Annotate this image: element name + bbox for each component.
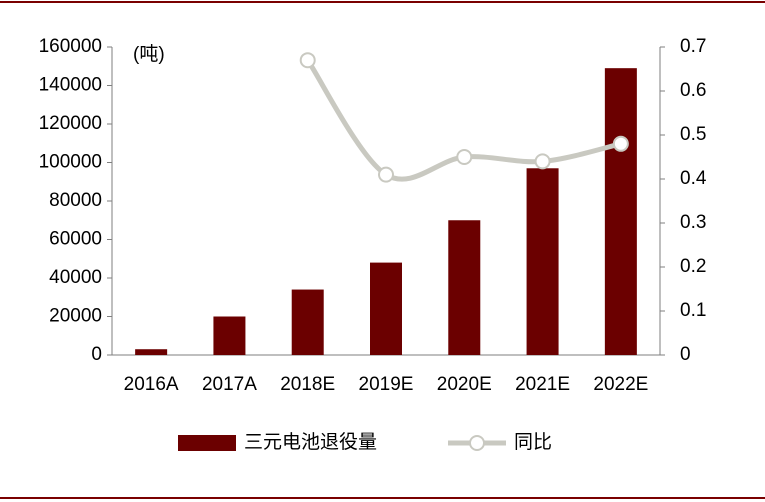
bar — [370, 262, 402, 355]
unit-label: (吨) — [133, 43, 165, 65]
x-tick-label: 2017A — [202, 374, 257, 395]
bar — [604, 68, 637, 356]
y2-tick-label: 0.4 — [680, 168, 707, 189]
line-marker — [534, 153, 551, 170]
y-tick-label: 0 — [91, 344, 102, 365]
y-tick-label: 120000 — [39, 113, 102, 134]
y2-tick-label: 0.3 — [680, 212, 706, 233]
y-tick-label: 160000 — [39, 36, 102, 57]
bar — [291, 289, 324, 355]
y-tick-label: 20000 — [49, 306, 102, 327]
line-marker — [378, 166, 394, 183]
y2-tick-label: 0.5 — [680, 124, 706, 145]
x-tick-label: 2018E — [280, 374, 335, 395]
y-tick-label: 40000 — [49, 267, 102, 288]
bar — [448, 220, 481, 355]
x-tick-label: 2021E — [515, 374, 570, 395]
y-tick-label: 100000 — [39, 152, 102, 173]
y2-tick-label: 0 — [680, 344, 691, 365]
bar — [135, 349, 168, 355]
legend-label: 同比 — [514, 431, 552, 453]
line-marker — [299, 52, 316, 69]
x-tick-label: 2019E — [359, 374, 414, 395]
y-tick-label: 60000 — [49, 229, 102, 250]
line-marker — [612, 135, 629, 152]
legend-marker — [469, 435, 485, 451]
legend-label: 三元电池退役量 — [244, 431, 377, 453]
y2-tick-label: 0.2 — [680, 256, 706, 277]
line-marker — [456, 149, 473, 165]
x-tick-label: 2022E — [593, 374, 648, 395]
x-tick-label: 2020E — [437, 374, 492, 395]
y-tick-label: 140000 — [39, 75, 102, 96]
x-tick-label: 2016A — [124, 374, 179, 395]
y2-tick-label: 0.6 — [680, 80, 706, 101]
bar — [213, 316, 246, 355]
y2-tick-label: 0.1 — [680, 300, 706, 321]
bar — [526, 168, 559, 355]
legend-swatch — [178, 435, 236, 451]
y-tick-label: 80000 — [49, 190, 102, 211]
y2-tick-label: 0.7 — [680, 36, 706, 57]
